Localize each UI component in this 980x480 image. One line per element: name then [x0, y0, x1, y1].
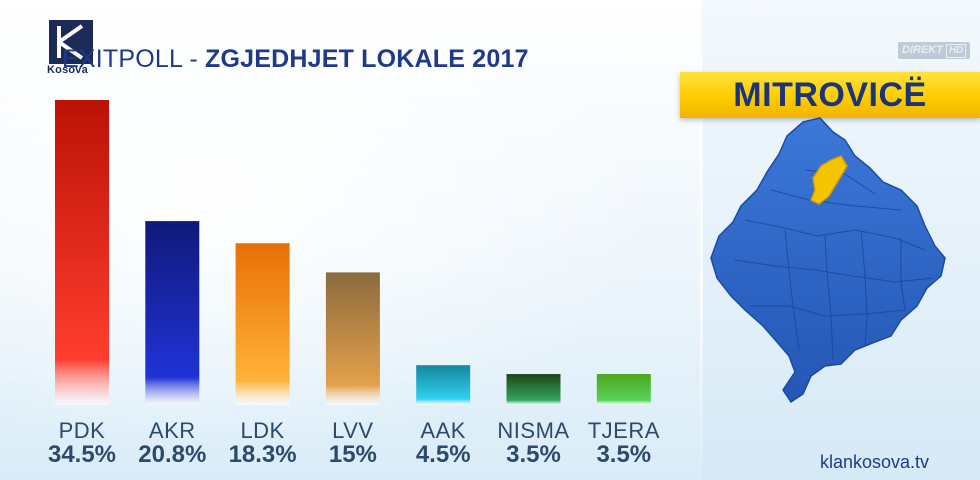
bar-tjera — [596, 374, 651, 405]
bar-value-lvv: 15% — [328, 441, 377, 468]
municipality-borders — [734, 169, 934, 361]
page-title: EXITPOLL - ZGJEDHJET LOKALE 2017 — [62, 44, 529, 74]
bar-value-tjera: 3.5% — [596, 441, 652, 468]
bar-value-aak: 4.5% — [415, 441, 471, 468]
bar-value-pdk: 34.5% — [47, 441, 117, 468]
bar-label-aak: AAK — [420, 418, 466, 443]
title-election: ZGJEDHJET LOKALE 2017 — [204, 45, 529, 73]
bar-akr — [145, 221, 200, 405]
bar-lvv — [325, 272, 380, 405]
kosovo-map-icon — [710, 117, 946, 404]
bar-label-pdk: PDK — [58, 418, 106, 443]
bar-label-lvv: LVV — [332, 418, 374, 443]
live-label: DIREKT — [902, 44, 943, 56]
bar-label-akr: AKR — [148, 418, 196, 443]
city-name: MITROVICË — [733, 76, 927, 114]
bar-chart — [55, 100, 651, 405]
mitrovica-highlight — [810, 155, 848, 205]
live-badge: DIREKT HD — [898, 42, 971, 59]
kosovo-outline — [710, 117, 946, 404]
bar-value-akr: 20.8% — [138, 441, 207, 468]
bar-value-nisma: 3.5% — [506, 441, 561, 468]
bar-nisma — [506, 374, 561, 405]
bar-value-ldk: 18.3% — [228, 441, 297, 468]
bar-pdk — [55, 100, 109, 405]
bar-label-nisma: NISMA — [497, 418, 570, 443]
hd-label: HD — [945, 43, 967, 58]
bar-aak — [416, 365, 471, 405]
bar-label-tjera: TJERA — [587, 418, 660, 443]
bar-ldk — [235, 243, 290, 405]
title-exitpoll: EXITPOLL - — [62, 45, 205, 73]
website-link[interactable]: klankosova.tv — [820, 452, 930, 472]
city-banner: MITROVICË — [680, 72, 980, 118]
k-logo-icon — [49, 20, 93, 64]
logo-subtitle: Kosova — [47, 64, 88, 76]
bar-label-ldk: LDK — [240, 418, 285, 443]
